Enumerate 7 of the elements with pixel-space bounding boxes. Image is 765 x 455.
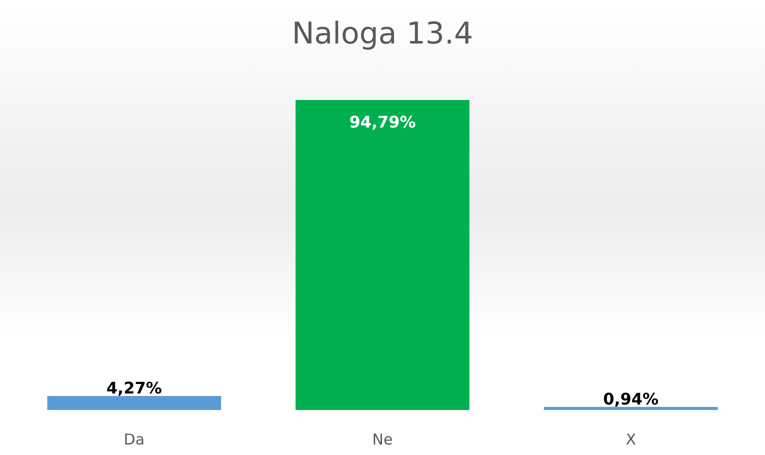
x-tick-label: Ne: [372, 430, 393, 448]
x-tick-label: X: [626, 430, 636, 448]
data-label: 0,94%: [603, 389, 659, 408]
data-label: 4,27%: [106, 378, 162, 398]
chart-title: Naloga 13.4: [292, 16, 474, 52]
data-label: 94,79%: [349, 112, 416, 132]
x-tick-label: Da: [124, 430, 145, 448]
